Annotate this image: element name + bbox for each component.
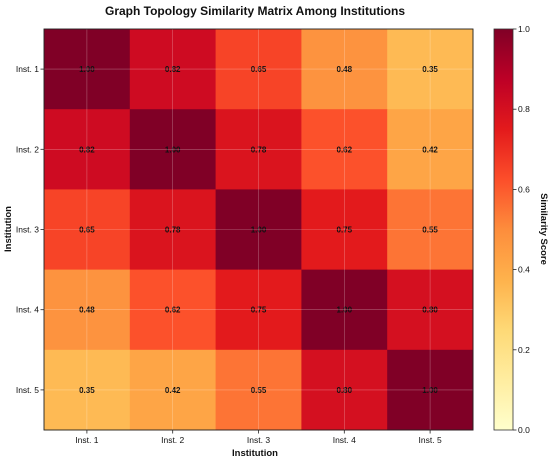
colorbar-tick-label: 1.0 <box>518 24 530 34</box>
y-tick-label: Inst. 3 <box>16 225 39 235</box>
y-tick-label: Inst. 2 <box>16 144 39 154</box>
y-axis-label: Institution <box>3 206 14 252</box>
colorbar-tick-label: 0.4 <box>518 265 530 275</box>
cell-value-label: 0.55 <box>251 386 267 395</box>
cell-value-label: 0.65 <box>251 65 267 74</box>
colorbar-label: Similarity Score <box>538 193 549 265</box>
cell-value-label: 0.82 <box>165 65 181 74</box>
x-tick-label: Inst. 3 <box>247 435 270 445</box>
heatmap-cell <box>215 349 302 431</box>
y-axis: Inst. 1 Inst. 2 Inst. 3 Inst. 4 Inst. 5 <box>16 64 44 395</box>
heatmap-cell <box>44 269 131 351</box>
heatmap-cell <box>387 189 474 271</box>
heatmap-cell <box>129 349 217 431</box>
heatmap-cell <box>129 189 217 271</box>
heatmap-cell <box>215 109 302 190</box>
heatmap-cell <box>129 269 217 351</box>
heatmap-cell <box>301 269 388 351</box>
colorbar-tick-label: 0.0 <box>518 425 530 435</box>
x-tick-label: Inst. 2 <box>161 435 184 445</box>
cell-value-label: 0.80 <box>422 306 438 315</box>
cell-value-label: 0.55 <box>422 226 438 235</box>
heatmap-cell <box>387 269 474 351</box>
heatmap-cell <box>301 349 388 431</box>
heatmap-cell <box>129 109 217 190</box>
cell-value-label: 0.42 <box>422 145 438 154</box>
colorbar-tick-label: 0.6 <box>518 184 530 194</box>
heatmap-cell <box>387 349 474 431</box>
cell-value-label: 0.35 <box>79 386 95 395</box>
cell-value-label: 1.00 <box>165 145 181 154</box>
x-axis: Inst. 1 Inst. 2 Inst. 3 Inst. 4 Inst. 5 <box>75 430 442 445</box>
heatmap-cell <box>215 269 302 351</box>
cell-value-label: 0.35 <box>422 65 438 74</box>
cell-value-label: 0.75 <box>251 306 267 315</box>
heatmap-cell <box>387 109 474 190</box>
x-tick-label: Inst. 4 <box>333 435 356 445</box>
cell-value-label: 1.00 <box>422 386 438 395</box>
colorbar-ticks: 0.0 0.2 0.4 0.6 0.8 1.0 <box>513 24 530 435</box>
x-axis-label: Institution <box>232 448 278 459</box>
cell-value-label: 0.75 <box>337 226 353 235</box>
heatmap-cell <box>44 349 131 431</box>
cell-value-label: 0.42 <box>165 386 181 395</box>
x-tick-label: Inst. 5 <box>419 435 442 445</box>
heatmap-cell <box>215 189 302 271</box>
cell-value-label: 0.62 <box>165 306 181 315</box>
chart-title: Graph Topology Similarity Matrix Among I… <box>105 4 405 18</box>
heatmap-cell <box>215 29 302 110</box>
y-tick-label: Inst. 5 <box>16 385 39 395</box>
cell-value-label: 0.82 <box>79 145 95 154</box>
y-tick-label: Inst. 1 <box>16 64 39 74</box>
heatmap-cells: 1.00 0.82 0.65 0.48 0.35 0.82 1.00 0.78 0.62 0.42… <box>44 29 474 431</box>
heatmap-cell <box>301 29 388 110</box>
cell-value-label: 0.62 <box>337 145 353 154</box>
x-tick-label: Inst. 1 <box>75 435 98 445</box>
cell-value-label: 1.00 <box>251 226 267 235</box>
colorbar-tick-label: 0.2 <box>518 345 530 355</box>
cell-value-label: 1.00 <box>79 65 95 74</box>
colorbar <box>493 28 514 431</box>
cell-value-label: 0.48 <box>79 306 95 315</box>
y-tick-label: Inst. 4 <box>16 305 39 315</box>
heatmap-cell <box>44 29 131 110</box>
cell-value-label: 0.80 <box>337 386 353 395</box>
heatmap-cell <box>44 189 131 271</box>
cell-value-label: 0.48 <box>337 65 353 74</box>
heatmap-cell <box>44 109 131 190</box>
cell-value-label: 0.78 <box>165 226 181 235</box>
heatmap-cell <box>301 189 388 271</box>
cell-value-label: 1.00 <box>337 306 353 315</box>
cell-value-label: 0.65 <box>79 226 95 235</box>
colorbar-tick-label: 0.8 <box>518 104 530 114</box>
heatmap-cell <box>387 29 474 110</box>
heatmap-cell <box>301 109 388 190</box>
cell-value-label: 0.78 <box>251 145 267 154</box>
heatmap-cell <box>129 29 217 110</box>
